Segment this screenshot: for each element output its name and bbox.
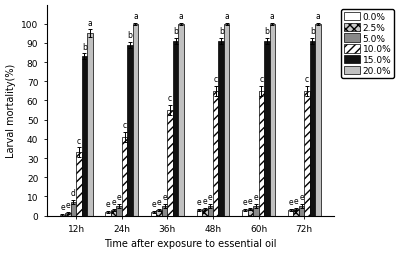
Bar (299, 206, 304, 216)
Bar (293, 209, 299, 216)
Bar (242, 210, 248, 216)
Text: b: b (219, 27, 224, 36)
Text: e: e (151, 199, 156, 208)
Text: a: a (133, 12, 138, 21)
Text: e: e (243, 197, 247, 206)
Text: d: d (71, 188, 76, 198)
Bar (218, 42, 224, 216)
Bar (156, 210, 162, 216)
Bar (111, 210, 116, 216)
Text: c: c (168, 94, 172, 103)
Bar (71, 202, 76, 216)
Text: e: e (111, 197, 116, 206)
Bar (304, 91, 310, 216)
Text: e: e (299, 193, 304, 201)
Y-axis label: Larval mortality(%): Larval mortality(%) (6, 64, 16, 157)
Bar (248, 209, 253, 216)
Bar (288, 210, 293, 216)
Text: e: e (157, 197, 162, 206)
Text: e: e (294, 196, 298, 205)
Bar (213, 91, 218, 216)
Bar (105, 212, 111, 216)
Bar (76, 153, 82, 216)
X-axis label: Time after exposure to essential oil: Time after exposure to essential oil (104, 239, 276, 248)
Bar (270, 25, 275, 216)
Text: b: b (128, 31, 132, 40)
Text: b: b (82, 42, 87, 51)
Bar (208, 206, 213, 216)
Bar (202, 209, 208, 216)
Bar (65, 213, 71, 216)
Text: c: c (305, 75, 309, 84)
Bar (253, 206, 259, 216)
Bar (173, 42, 178, 216)
Text: b: b (264, 27, 269, 36)
Bar (151, 212, 156, 216)
Text: c: c (122, 121, 126, 130)
Text: b: b (173, 27, 178, 36)
Text: a: a (224, 12, 229, 21)
Bar (122, 137, 127, 216)
Bar (133, 25, 138, 216)
Bar (82, 57, 87, 216)
Text: e: e (66, 200, 70, 209)
Text: e: e (248, 196, 253, 205)
Text: c: c (259, 75, 264, 84)
Bar (264, 42, 270, 216)
Text: e: e (60, 202, 65, 211)
Text: e: e (106, 199, 110, 208)
Text: a: a (270, 12, 275, 21)
Bar (127, 46, 133, 216)
Bar (310, 42, 315, 216)
Bar (87, 34, 92, 216)
Bar (162, 206, 167, 216)
Legend: 0.0%, 2.5%, 5.0%, 10.0%, 15.0%, 20.0%: 0.0%, 2.5%, 5.0%, 10.0%, 15.0%, 20.0% (341, 10, 394, 78)
Text: e: e (254, 193, 258, 201)
Bar (167, 111, 173, 216)
Text: a: a (179, 12, 184, 21)
Text: e: e (162, 193, 167, 201)
Bar (224, 25, 230, 216)
Text: e: e (208, 193, 212, 201)
Bar (196, 210, 202, 216)
Bar (60, 215, 65, 216)
Text: a: a (316, 12, 320, 21)
Text: e: e (197, 197, 202, 206)
Bar (315, 25, 321, 216)
Text: e: e (202, 196, 207, 205)
Text: c: c (214, 75, 218, 84)
Text: a: a (88, 19, 92, 27)
Text: e: e (117, 193, 121, 201)
Bar (116, 206, 122, 216)
Bar (259, 91, 264, 216)
Text: c: c (77, 136, 81, 145)
Text: e: e (288, 197, 293, 206)
Bar (178, 25, 184, 216)
Text: b: b (310, 27, 315, 36)
